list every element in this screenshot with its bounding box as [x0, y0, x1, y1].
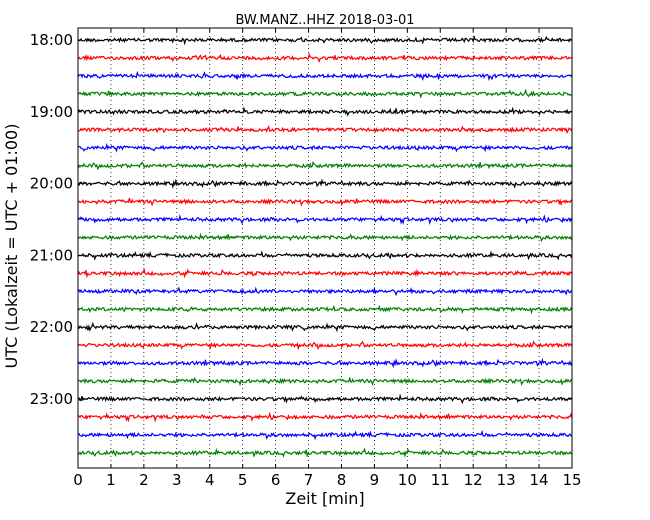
x-tick-label: 6: [271, 471, 281, 489]
y-tick-label: 21:00: [30, 246, 73, 264]
trace-2145: [77, 304, 573, 315]
y-tick-label: 19:00: [30, 103, 73, 121]
trace-2200: [77, 321, 573, 333]
trace-1830: [77, 70, 573, 82]
trace-2000: [77, 178, 573, 190]
trace-2015: [77, 197, 573, 207]
trace-2245: [77, 376, 573, 387]
x-tick-label: 4: [205, 471, 215, 489]
x-tick-label: 1: [106, 471, 116, 489]
x-tick-label: 9: [370, 471, 380, 489]
x-tick-label: 7: [304, 471, 314, 489]
trace-1800: [77, 35, 573, 46]
trace-2045: [77, 232, 573, 243]
x-tick-label: 15: [562, 471, 581, 489]
trace-1945: [77, 160, 573, 171]
trace-2230: [77, 357, 573, 369]
x-tick-label: 14: [530, 471, 549, 489]
x-tick-label: 3: [172, 471, 182, 489]
y-tick-label: 22:00: [30, 318, 73, 336]
y-tick-label: 23:00: [30, 390, 73, 408]
y-axis-label: UTC (Lokalzeit = UTC + 01:00): [2, 124, 21, 369]
trace-2300: [77, 393, 573, 405]
trace-1900: [77, 106, 573, 117]
x-tick-label: 5: [238, 471, 248, 489]
trace-group: [77, 35, 573, 459]
x-tick-label: 0: [73, 471, 83, 489]
trace-2330: [77, 429, 573, 441]
trace-1915: [77, 125, 573, 135]
trace-2115: [77, 268, 573, 279]
y-axis: 18:00 19:00 20:00 21:00 22:00 23:00: [30, 31, 572, 408]
x-tick-label: 8: [337, 471, 347, 489]
x-tick-label: 10: [398, 471, 417, 489]
plot-frame: [77, 27, 573, 469]
trace-2130: [77, 286, 573, 297]
x-tick-label: 13: [497, 471, 516, 489]
x-tick-label: 11: [431, 471, 450, 489]
y-tick-label: 18:00: [30, 31, 73, 49]
x-axis-label: Zeit [min]: [285, 489, 364, 508]
trace-1845: [77, 88, 573, 99]
x-tick-label: 2: [139, 471, 149, 489]
trace-1930: [77, 142, 573, 153]
minute-grid: [110, 28, 540, 468]
trace-1815: [77, 52, 573, 64]
chart-title: BW.MANZ..HHZ 2018-03-01: [235, 13, 414, 28]
trace-2215: [77, 340, 573, 351]
trace-2030: [77, 213, 573, 226]
trace-2315: [77, 411, 573, 423]
y-tick-label: 20:00: [30, 175, 73, 193]
trace-2345: [77, 447, 573, 459]
x-axis: 0 1 2 3 4 5 6 7 8 9 10 11 12 13 14 15: [73, 28, 582, 489]
trace-2100: [77, 250, 573, 261]
x-tick-label: 12: [464, 471, 483, 489]
